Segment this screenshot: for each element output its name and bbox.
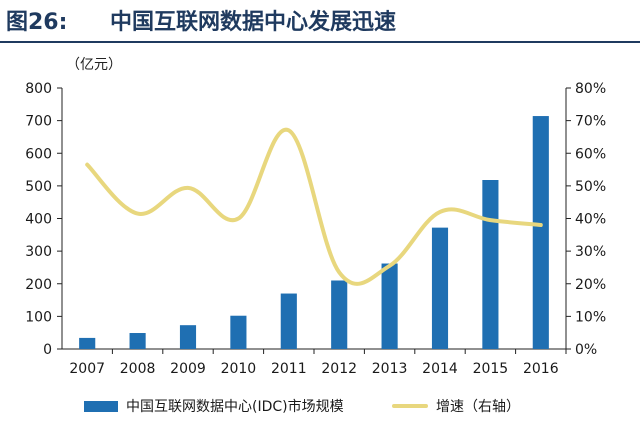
y-left-tick-label: 500 bbox=[25, 179, 52, 195]
bar bbox=[381, 263, 398, 349]
y-right-tick-label: 80% bbox=[575, 81, 606, 97]
x-tick-label: 2012 bbox=[321, 361, 357, 377]
bar bbox=[331, 280, 348, 349]
y-left-tick-label: 600 bbox=[25, 146, 52, 162]
legend-swatch-bar bbox=[84, 400, 118, 412]
y-right-tick-label: 60% bbox=[575, 146, 606, 162]
legend-label-bar: 中国互联网数据中心(IDC)市场规模 bbox=[126, 399, 344, 415]
y-left-tick-label: 200 bbox=[25, 277, 52, 293]
y-right-tick-label: 20% bbox=[575, 277, 606, 293]
figure-label: 图26: bbox=[6, 10, 68, 35]
y-right-tick-label: 0% bbox=[575, 342, 597, 358]
legend-item-bar: 中国互联网数据中心(IDC)市场规模 bbox=[84, 396, 344, 416]
legend-swatch-line bbox=[392, 404, 428, 408]
x-tick-label: 2016 bbox=[523, 361, 559, 377]
y-left-tick-label: 700 bbox=[25, 114, 52, 130]
x-tick-label: 2014 bbox=[422, 361, 458, 377]
chart-legend: 中国互联网数据中心(IDC)市场规模 增速（右轴） bbox=[0, 392, 640, 420]
y-right-tick-label: 70% bbox=[575, 114, 606, 130]
title-divider bbox=[0, 41, 640, 43]
x-tick-label: 2015 bbox=[473, 361, 509, 377]
bar bbox=[431, 227, 449, 349]
y-left-tick-label: 0 bbox=[43, 342, 52, 358]
y-left-tick-label: 300 bbox=[25, 244, 52, 260]
growth-rate-line bbox=[85, 127, 543, 286]
bar bbox=[230, 315, 247, 349]
y-left-tick-label: 400 bbox=[25, 212, 52, 228]
chart-title: 中国互联网数据中心发展迅速 bbox=[110, 10, 397, 35]
x-tick-label: 2007 bbox=[69, 361, 105, 377]
x-tick-label: 2010 bbox=[221, 361, 257, 377]
bar bbox=[129, 333, 146, 349]
title-bar: 图26: 中国互联网数据中心发展迅速 bbox=[0, 0, 640, 44]
legend-label-line: 增速（右轴） bbox=[436, 399, 520, 415]
bar bbox=[280, 293, 297, 349]
bar bbox=[79, 337, 96, 349]
bar bbox=[532, 116, 549, 350]
y-right-tick-label: 50% bbox=[575, 179, 606, 195]
y-axis-unit-label: （亿元） bbox=[66, 57, 122, 73]
y-left-tick-label: 100 bbox=[25, 309, 52, 325]
y-right-tick-label: 30% bbox=[575, 244, 606, 260]
bar bbox=[482, 180, 499, 349]
y-right-tick-label: 40% bbox=[575, 212, 606, 228]
x-tick-label: 2011 bbox=[271, 361, 307, 377]
y-left-tick-label: 800 bbox=[25, 81, 52, 97]
legend-item-line: 增速（右轴） bbox=[392, 396, 520, 416]
x-tick-label: 2008 bbox=[120, 361, 156, 377]
bar bbox=[179, 325, 197, 349]
y-right-tick-label: 10% bbox=[575, 309, 606, 325]
x-tick-label: 2013 bbox=[372, 361, 408, 377]
x-tick-label: 2009 bbox=[170, 361, 206, 377]
